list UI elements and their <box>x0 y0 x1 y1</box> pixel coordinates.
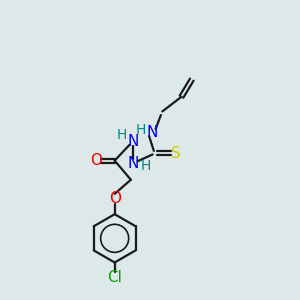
Text: O: O <box>90 153 102 168</box>
Text: S: S <box>171 146 181 161</box>
Text: H: H <box>116 128 127 142</box>
Text: H: H <box>136 123 146 137</box>
Text: N: N <box>146 125 158 140</box>
Text: Cl: Cl <box>107 270 122 285</box>
Text: N: N <box>127 156 139 171</box>
Text: H: H <box>141 160 152 173</box>
Text: N: N <box>127 134 139 149</box>
Text: O: O <box>109 191 121 206</box>
